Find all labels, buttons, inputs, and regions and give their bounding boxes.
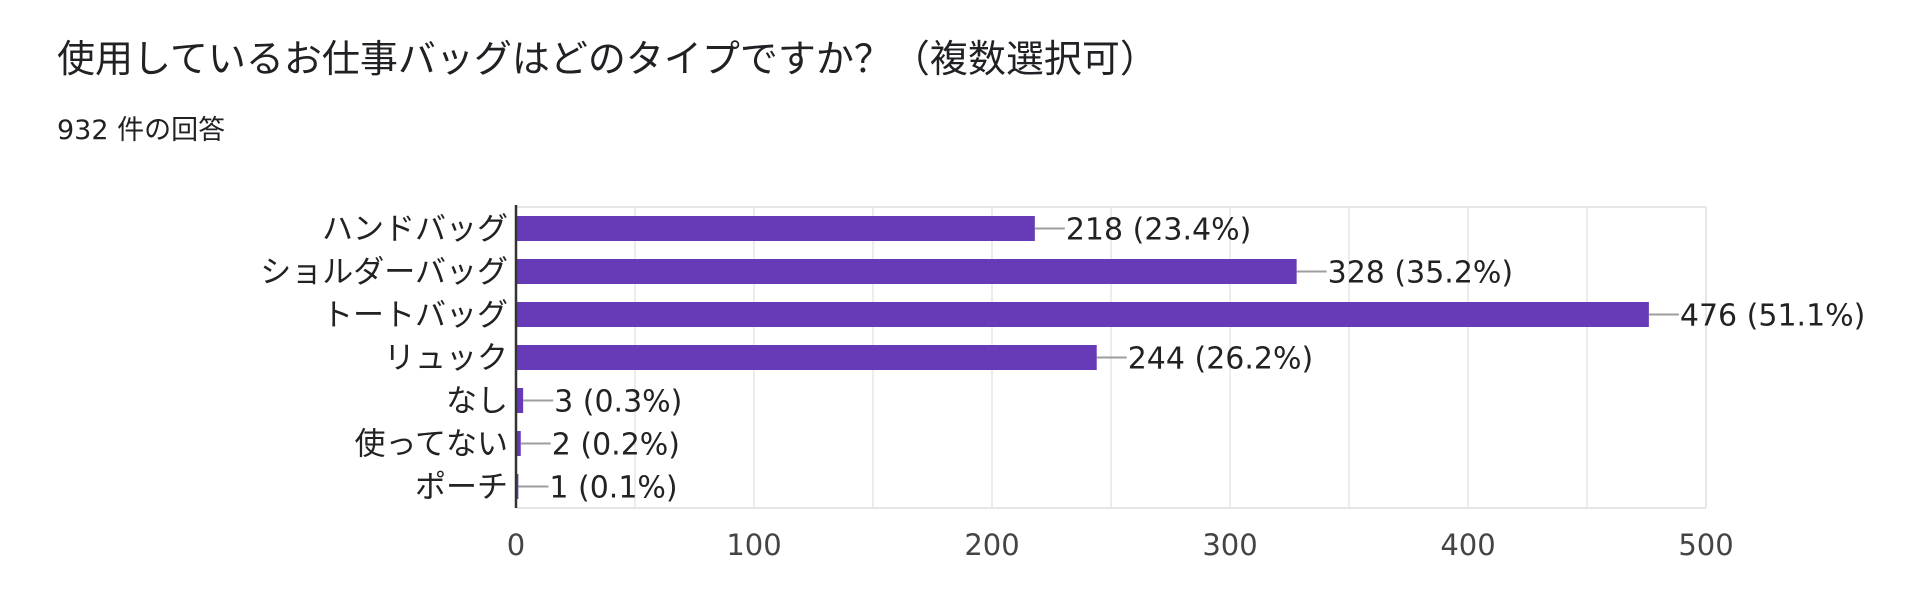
value-label: 1 (0.1%): [549, 471, 677, 506]
category-label: ポーチ: [415, 470, 508, 506]
category-label: ショルダーバッグ: [260, 255, 508, 291]
value-label: 2 (0.2%): [552, 428, 680, 463]
value-label: 218 (23.4%): [1066, 213, 1252, 248]
labels: 0 100 200 300 400 500 218 (23.4%) ハンドバッグ 328 (35…: [260, 212, 1865, 563]
value-label: 328 (35.2%): [1328, 256, 1514, 291]
x-tick-label: 500: [1678, 528, 1733, 562]
bars: [516, 216, 1679, 499]
x-tick-label: 200: [964, 528, 1019, 562]
category-label: なし: [446, 384, 508, 420]
category-label: 使ってない: [355, 427, 508, 463]
bar: [516, 345, 1097, 370]
x-tick-label: 300: [1202, 528, 1257, 562]
x-tick-label: 0: [507, 528, 525, 562]
value-label: 476 (51.1%): [1680, 299, 1866, 334]
bar: [516, 216, 1035, 241]
category-label: ハンドバッグ: [322, 212, 508, 248]
category-label: トートバッグ: [322, 298, 508, 334]
x-tick-label: 100: [726, 528, 781, 562]
value-label: 244 (26.2%): [1128, 342, 1314, 377]
value-label: 3 (0.3%): [554, 385, 682, 420]
bar: [516, 259, 1297, 284]
chart-title: 使用しているお仕事バッグはどのタイプですか？（複数選択可）: [57, 37, 1158, 81]
bar: [516, 431, 521, 456]
bar: [516, 388, 524, 413]
response-count: 932 件の回答: [57, 115, 226, 146]
category-label: リュック: [384, 341, 508, 377]
bar: [516, 302, 1649, 327]
x-tick-label: 400: [1440, 528, 1495, 562]
